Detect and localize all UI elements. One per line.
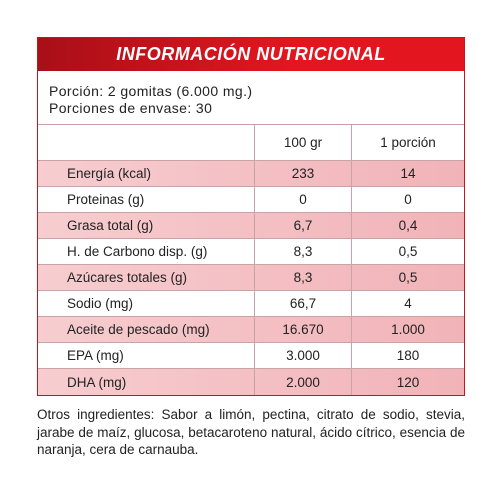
cell-value: 233 [255,161,352,186]
row-label: Grasa total (g) [38,213,255,238]
table-row: Azúcares totales (g) 8,3 0,5 [38,265,464,291]
cell-value: 66,7 [255,291,352,316]
row-label: Energía (kcal) [38,161,255,186]
table-row: H. de Carbono disp. (g) 8,3 0,5 [38,239,464,265]
serving-line: Porción: 2 gomitas (6.000 mg.) [49,83,253,99]
cell-value: 4 [404,296,412,311]
table-row: Proteinas (g) 0 0 [38,187,464,213]
table-body: 100 gr 1 porción Energía (kcal) 233 14 Protei… [38,125,464,395]
cell-value: 2.000 [255,369,352,395]
cell-value: 1.000 [391,322,425,337]
row-label: DHA (mg) [38,369,255,395]
column-header: 1 porción [380,135,436,150]
cell-value: 0 [255,187,352,212]
cell-value: 8,3 [255,239,352,264]
header-cell [38,125,255,160]
row-label: Aceite de pescado (mg) [38,317,255,342]
table-title: INFORMACIÓN NUTRICIONAL [38,38,464,71]
table-row: DHA (mg) 2.000 120 [38,369,464,395]
row-label: Proteinas (g) [38,187,255,212]
table-row: EPA (mg) 3.000 180 [38,343,464,369]
cell-value: 0 [404,192,412,207]
cell-value: 3.000 [255,343,352,368]
table-row: Sodio (mg) 66,7 4 [38,291,464,317]
cell-value: 180 [396,348,420,363]
cell-value: 0,5 [398,244,418,259]
row-label: Azúcares totales (g) [38,265,255,290]
table-row: Aceite de pescado (mg) 16.670 1.000 [38,317,464,343]
cell-value: 0,5 [398,270,418,285]
cell-value: 14 [400,166,416,181]
column-header: 100 gr [255,125,352,160]
serving-line: Porciones de envase: 30 [49,100,213,116]
ingredients: Otros ingredientes: Sabor a limón, pecti… [37,407,465,457]
column-header-row: 100 gr 1 porción [38,125,464,161]
cell-value: 6,7 [255,213,352,238]
cell-value: 0,4 [398,218,418,233]
cell-value: 8,3 [255,265,352,290]
row-label: Sodio (mg) [38,291,255,316]
serving-info: Porción: 2 gomitas (6.000 mg.) Porciones … [38,71,464,125]
row-label: EPA (mg) [38,343,255,368]
cell-value: 120 [396,374,420,390]
cell-value: 16.670 [255,317,352,342]
nutrition-table: INFORMACIÓN NUTRICIONAL Porción: 2 gomit… [37,37,465,396]
row-label: H. de Carbono disp. (g) [38,239,255,264]
table-row: Energía (kcal) 233 14 [38,161,464,187]
table-row: Grasa total (g) 6,7 0,4 [38,213,464,239]
